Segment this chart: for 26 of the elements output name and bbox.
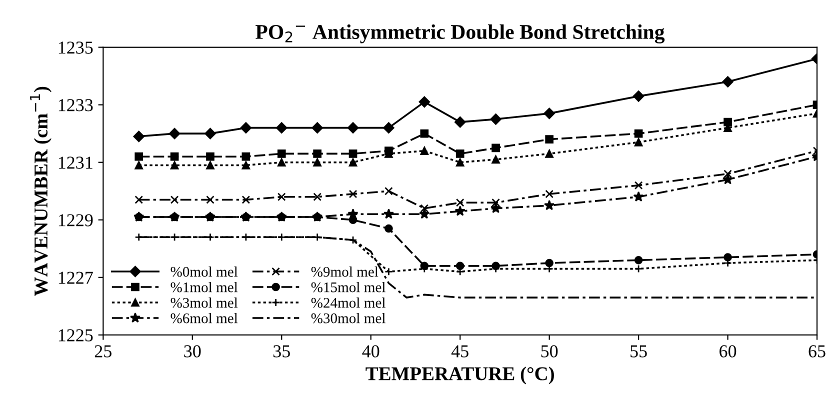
x-tick-label: 25 (94, 345, 112, 358)
x-tick-label: 55 (630, 345, 647, 358)
y-tick-label: 1227 (58, 272, 93, 284)
x-tick-label: 35 (273, 345, 290, 358)
legend-label: %1mol mel (170, 282, 238, 292)
legend-label: %3mol mel (170, 297, 238, 308)
x-tick-label: 45 (451, 345, 468, 358)
x-axis-title: TEMPERATURE (°C) (366, 366, 554, 384)
legend-label: %0mol mel (170, 266, 238, 277)
x-tick-label: 50 (541, 345, 558, 358)
legend-label: %24mol mel (311, 297, 386, 308)
x-tick-label: 30 (184, 345, 201, 358)
x-tick-label: 65 (808, 345, 826, 358)
y-tick-label: 1225 (58, 329, 93, 342)
legend-label: %30mol mel (311, 312, 386, 324)
y-tick-label: 1235 (58, 42, 93, 54)
y-axis-title: WAVENUMBER (cm$^{−1}$) (30, 86, 52, 296)
y-tick-label: 1229 (58, 214, 93, 226)
chart-title: PO$_{2}$$^{−}$ Antisymmetric Double Bond Stretching (256, 24, 665, 44)
y-tick-label: 1231 (58, 156, 92, 169)
x-tick-label: 60 (720, 345, 736, 358)
y-tick-label: 1233 (58, 99, 93, 112)
x-tick-label: 40 (362, 345, 380, 358)
legend-label: %6mol mel (170, 312, 238, 324)
legend-label: %15mol mel (311, 282, 386, 292)
legend-label: %9mol mel (311, 266, 378, 277)
